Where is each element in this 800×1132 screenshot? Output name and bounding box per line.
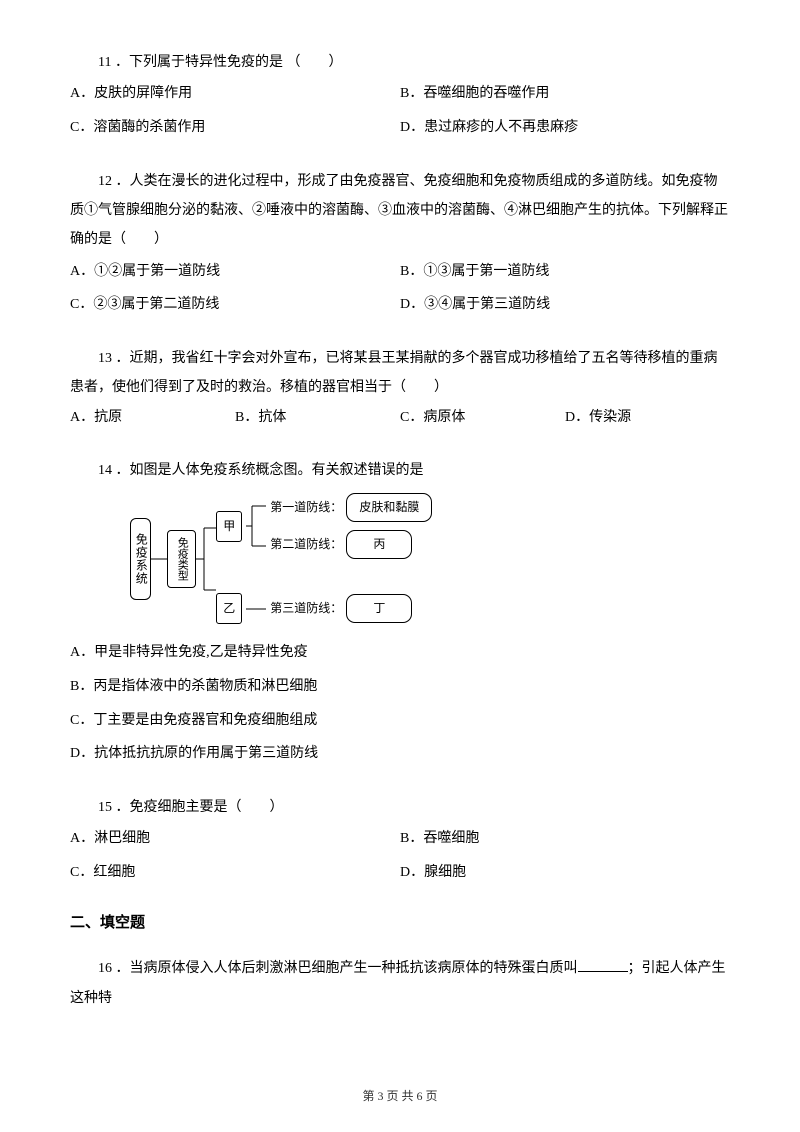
q11-opt-d: D．患过麻疹的人不再患麻疹 (400, 111, 730, 145)
question-11-text: 11 ．下列属于特异性免疫的是 （ ） (70, 48, 730, 77)
diagram-connector-yi (246, 604, 266, 614)
q13-opt-d: D．传染源 (565, 403, 730, 434)
diagram-end-3: 丁 (346, 594, 412, 623)
question-13: 13 ．近期，我省红十字会对外宣布，已将某县王某捐献的多个器官成功移植给了五名等… (70, 344, 730, 434)
question-15-text: 15 ．免疫细胞主要是（ ） (70, 793, 730, 822)
q11-opt-c: C．溶菌酶的杀菌作用 (70, 111, 400, 145)
question-15: 15 ．免疫细胞主要是（ ） A．淋巴细胞 B．吞噬细胞 C．红细胞 D．腺细胞 (70, 793, 730, 890)
q15-opt-d: D．腺细胞 (400, 856, 730, 890)
diagram-line-3: 第三道防线： (270, 596, 342, 621)
question-16: 16 ．当病原体侵入人体后刺激淋巴细胞产生一种抵抗该病原体的特殊蛋白质叫；引起人… (70, 954, 730, 1013)
page-footer: 第 3 页 共 6 页 (0, 1087, 800, 1104)
q12-opt-c: C．②③属于第二道防线 (70, 288, 400, 322)
question-12-text: 12 ．人类在漫长的进化过程中，形成了由免疫器官、免疫细胞和免疫物质组成的多道防… (70, 167, 730, 255)
q14-opt-c: C．丁主要是由免疫器官和免疫细胞组成 (70, 704, 730, 738)
question-11: 11 ．下列属于特异性免疫的是 （ ） A．皮肤的屏障作用 B．吞噬细胞的吞噬作… (70, 48, 730, 145)
diagram-line-2: 第二道防线： (270, 532, 342, 557)
q13-opt-a: A．抗原 (70, 403, 235, 434)
question-12-options: A．①②属于第一道防线 B．①③属于第一道防线 C．②③属于第二道防线 D．③④… (70, 255, 730, 322)
section-2-title: 二、填空题 (70, 911, 730, 932)
question-14: 14 ．如图是人体免疫系统概念图。有关叙述错误的是 免疫系统 免疫类型 甲 (70, 456, 730, 771)
q13-opt-b: B．抗体 (235, 403, 400, 434)
diagram-branch: 免疫类型 (167, 530, 196, 588)
question-15-options: A．淋巴细胞 B．吞噬细胞 C．红细胞 D．腺细胞 (70, 822, 730, 889)
q13-opt-c: C．病原体 (400, 403, 565, 434)
q11-opt-b: B．吞噬细胞的吞噬作用 (400, 77, 730, 111)
q12-opt-b: B．①③属于第一道防线 (400, 255, 730, 289)
q16-blank (578, 958, 628, 972)
question-14-text: 14 ．如图是人体免疫系统概念图。有关叙述错误的是 (70, 456, 730, 485)
diagram-end-1: 皮肤和黏膜 (346, 493, 432, 522)
q11-opt-a: A．皮肤的屏障作用 (70, 77, 400, 111)
q15-opt-a: A．淋巴细胞 (70, 822, 400, 856)
q14-opt-d: D．抗体抵抗抗原的作用属于第三道防线 (70, 737, 730, 771)
question-11-options: A．皮肤的屏障作用 B．吞噬细胞的吞噬作用 C．溶菌酶的杀菌作用 D．患过麻疹的… (70, 77, 730, 144)
q15-opt-c: C．红细胞 (70, 856, 400, 890)
q15-opt-b: B．吞噬细胞 (400, 822, 730, 856)
question-12: 12 ．人类在漫长的进化过程中，形成了由免疫器官、免疫细胞和免疫物质组成的多道防… (70, 167, 730, 322)
diagram-line-1: 第一道防线： (270, 495, 342, 520)
q12-opt-d: D．③④属于第三道防线 (400, 288, 730, 322)
question-13-text: 13 ．近期，我省红十字会对外宣布，已将某县王某捐献的多个器官成功移植给了五名等… (70, 344, 730, 403)
immune-system-diagram: 免疫系统 免疫类型 甲 第一道防线：皮肤和黏膜 第二道防线：丙 (130, 493, 730, 625)
q14-opt-b: B．丙是指体液中的杀菌物质和淋巴细胞 (70, 670, 730, 704)
q16-pre: 16 ．当病原体侵入人体后刺激淋巴细胞产生一种抵抗该病原体的特殊蛋白质叫 (98, 961, 578, 976)
diagram-mid-column: 甲 第一道防线：皮肤和黏膜 第二道防线：丙 乙 第三道防线： 丁 (216, 493, 432, 625)
q14-opt-a: A．甲是非特异性免疫,乙是特异性免疫 (70, 636, 730, 670)
question-14-options: A．甲是非特异性免疫,乙是特异性免疫 B．丙是指体液中的杀菌物质和淋巴细胞 C．… (70, 636, 730, 770)
diagram-root: 免疫系统 (130, 518, 151, 600)
diagram-bracket-jia (246, 498, 266, 554)
diagram-node-jia: 甲 (216, 511, 242, 542)
diagram-end-2: 丙 (346, 530, 412, 559)
diagram-node-yi: 乙 (216, 593, 242, 624)
diagram-bracket-main (196, 514, 216, 604)
diagram-connector-1 (151, 514, 167, 604)
question-13-options: A．抗原 B．抗体 C．病原体 D．传染源 (70, 403, 730, 434)
q12-opt-a: A．①②属于第一道防线 (70, 255, 400, 289)
question-16-text: 16 ．当病原体侵入人体后刺激淋巴细胞产生一种抵抗该病原体的特殊蛋白质叫；引起人… (70, 954, 730, 1013)
